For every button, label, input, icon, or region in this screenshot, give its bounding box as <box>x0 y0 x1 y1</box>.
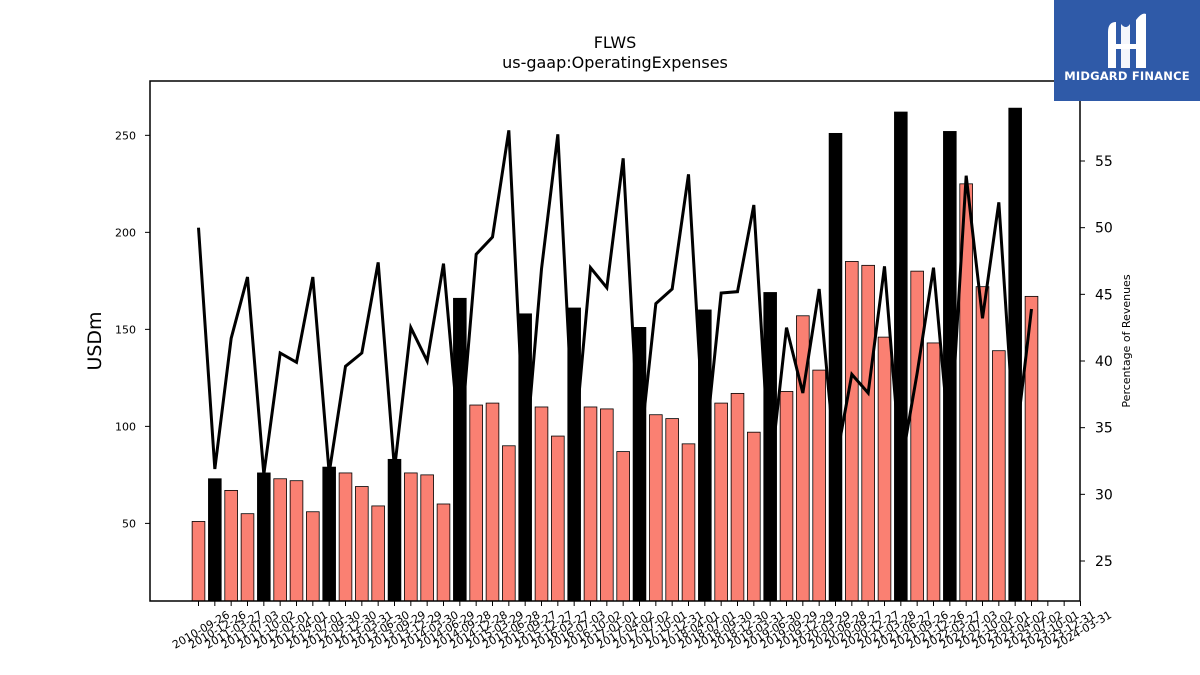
y2-tick-label: 35 <box>1095 421 1113 437</box>
y-tick-label: 100 <box>115 420 136 433</box>
bar <box>240 513 255 602</box>
y-tick-label: 150 <box>115 323 136 336</box>
midgard-m-logo-icon <box>1108 13 1146 69</box>
y2-tick-label: 40 <box>1095 354 1113 370</box>
y2-tick-label: 55 <box>1095 154 1113 170</box>
bar <box>289 480 304 602</box>
bar <box>926 342 941 602</box>
y2-tick-label: 30 <box>1095 487 1113 503</box>
bar <box>224 489 238 602</box>
bar <box>649 414 663 602</box>
y-tick-label: 50 <box>122 517 136 530</box>
bar <box>877 336 892 602</box>
bar <box>910 270 924 602</box>
bar <box>665 418 679 602</box>
bar <box>355 486 369 602</box>
y-axis-label-right: Percentage of Revenues <box>1120 274 1133 407</box>
bar <box>338 472 353 602</box>
y-tick-label: 250 <box>115 129 136 142</box>
bar <box>992 350 1006 602</box>
bar <box>616 451 630 602</box>
bar <box>714 402 728 602</box>
bar <box>730 392 745 602</box>
bar <box>975 286 990 602</box>
y-tick-label: 200 <box>115 226 136 239</box>
bar <box>845 261 859 602</box>
bar <box>436 503 451 602</box>
bar <box>681 443 696 602</box>
bar <box>322 466 336 602</box>
line-layer <box>197 130 1033 475</box>
bar <box>828 132 843 602</box>
bar <box>191 521 206 602</box>
logo-text: MIDGARD FINANCE <box>1064 69 1190 83</box>
axes-layer: 50100150200250253035404550552010-09-2620… <box>115 80 1114 652</box>
bar <box>371 505 385 602</box>
y2-tick-label: 25 <box>1095 554 1113 570</box>
bar <box>306 511 320 602</box>
bar <box>861 264 875 602</box>
bar <box>779 391 794 602</box>
bar <box>257 472 271 602</box>
bar <box>420 474 434 602</box>
bar <box>747 431 761 602</box>
bar <box>600 408 614 602</box>
bar <box>894 111 908 602</box>
y-axis-label-left: USDm <box>84 311 106 370</box>
bar <box>502 445 516 602</box>
y2-tick-label: 50 <box>1095 221 1113 237</box>
plot-frame <box>149 80 1081 602</box>
bar <box>812 369 826 602</box>
bar <box>1008 107 1022 602</box>
bar <box>387 458 402 602</box>
bar <box>208 478 222 602</box>
chart-subtitle: us-gaap:OperatingExpenses <box>502 53 728 72</box>
bar <box>534 406 549 602</box>
bar <box>583 406 598 602</box>
bar <box>551 435 565 602</box>
bar <box>453 297 467 602</box>
y2-tick-label: 45 <box>1095 287 1113 303</box>
bar <box>273 478 287 602</box>
series-line <box>197 130 1033 475</box>
midgard-finance-logo: MIDGARD FINANCE <box>1054 0 1200 101</box>
bar <box>485 402 500 602</box>
bar <box>469 404 483 602</box>
chart-title: FLWS <box>594 33 637 52</box>
bar <box>404 472 418 602</box>
